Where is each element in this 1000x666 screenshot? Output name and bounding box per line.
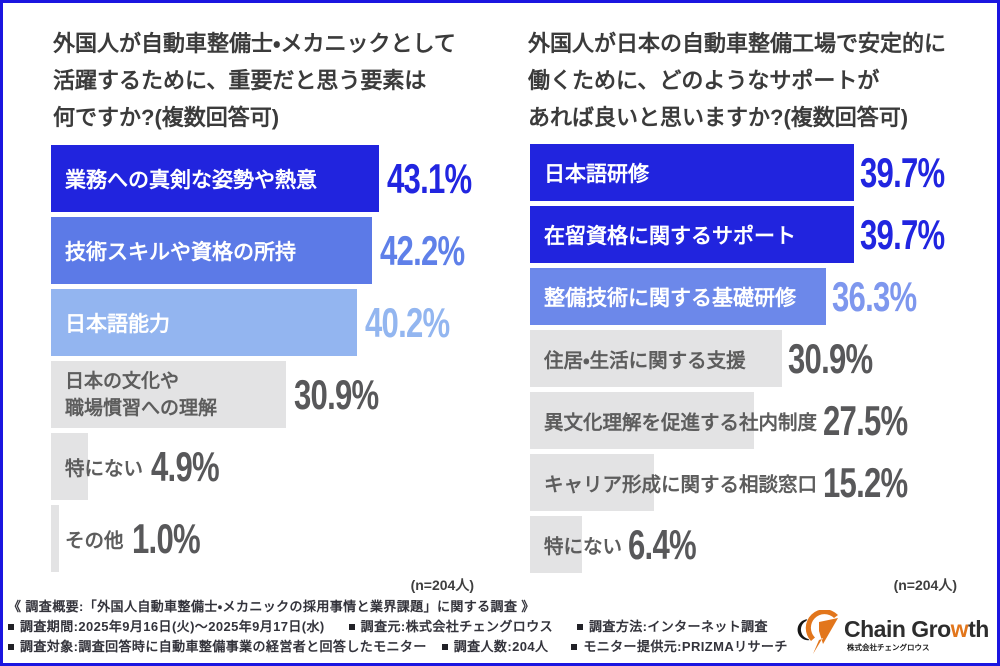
bar-label: キャリア形成に関する相談窓口 <box>544 474 818 496</box>
logo-text-accent: w <box>950 616 969 642</box>
bar-label: 整備技術に関する基礎研修 <box>544 286 796 310</box>
bullet-icon <box>8 644 14 650</box>
bar <box>51 505 59 572</box>
bullet-icon <box>441 644 448 650</box>
bar-row: 日本語能力 40.2% <box>51 289 511 356</box>
logo-text-before: Chain Gro <box>844 616 951 642</box>
logo-black-crescent <box>797 619 813 641</box>
survey-provider-text: モニター提供元:PRIZMAリサーチ <box>583 639 788 654</box>
logo-orange-crescent <box>805 610 840 642</box>
survey-target-text: 調査対象:調査回答時に自動車整備事業の経営者と回答したモニター <box>20 639 427 654</box>
bar-row: 技術スキルや資格の所持 42.2% <box>51 217 511 284</box>
survey-count-text: 調査人数:204人 <box>453 639 549 654</box>
chart-right-title: 外国人が日本の自動車整備工場で安定的に 働くために、どのようなサポートが あれば… <box>528 25 946 136</box>
bar-label: 業務への真剣な姿勢や熱意 <box>65 168 317 192</box>
bar-row: 日本の文化や 職場慣習への理解 30.9% <box>51 361 511 428</box>
bar <box>51 433 89 500</box>
bar-label: 日本の文化や 職場慣習への理解 <box>65 370 218 419</box>
company-logo: Chain Growth 株式会社チェングロウス <box>791 604 996 663</box>
survey-details-line2: 調査期間:2025年9月16日(火)〜2025年9月17日(水) 調査元:株式会… <box>8 619 768 635</box>
survey-overview-line: 《 調査概要:「外国人自動車整備士・メカニックの採用事情と業界課題」に関する調査… <box>8 599 535 615</box>
bar <box>530 330 783 387</box>
bar-label: 特にない <box>544 536 623 558</box>
bullet-icon <box>8 624 14 630</box>
bar <box>51 289 357 356</box>
survey-count: 調査人数:204人 <box>441 639 549 655</box>
bar-label: 技術スキルや資格の所持 <box>65 240 296 264</box>
logo-text-after: th <box>968 616 989 642</box>
survey-details-line3: 調査対象:調査回答時に自動車整備事業の経営者と回答したモニター 調査人数:204… <box>8 639 788 655</box>
bar-value: 1.0% <box>131 514 201 562</box>
survey-overview-text: 《 調査概要:「外国人自動車整備士・メカニックの採用事情と業界課題」に関する調査… <box>8 599 535 614</box>
bar-row: その他 1.0% <box>51 505 511 572</box>
chart-left-n-label: (n=204人) <box>410 577 474 593</box>
bar-row: 業務への真剣な姿勢や熱意 43.1% <box>51 145 511 212</box>
chart-right-n-label: (n=204人) <box>893 577 957 593</box>
bullet-icon <box>571 644 578 650</box>
logo-orange-arrow <box>818 616 840 646</box>
bar-value: 4.9% <box>151 442 220 490</box>
bar-value: 27.5% <box>823 396 908 444</box>
bar-value: 39.7% <box>859 210 945 258</box>
bar-value: 42.2% <box>379 226 465 274</box>
chain-growth-logo-icon <box>797 610 840 655</box>
survey-provider: モニター提供元:PRIZMAリサーチ <box>571 639 787 655</box>
bar <box>51 217 372 284</box>
bar-row: 整備技術に関する基礎研修 36.3% <box>530 268 990 325</box>
bar-value: 30.9% <box>788 334 873 382</box>
bar-value: 30.9% <box>293 370 379 418</box>
survey-period-text: 調査期間:2025年9月16日(火)〜2025年9月17日(水) <box>20 619 325 634</box>
chart-right-title-line1: 外国人が日本の自動車整備工場で安定的に <box>528 31 947 56</box>
bar <box>530 144 854 201</box>
bullet-icon <box>348 624 355 630</box>
survey-method-text: 調査方法:インターネット調査 <box>589 619 768 634</box>
bar-label: 在留資格に関するサポート <box>544 224 796 248</box>
bullet-icon <box>577 624 584 630</box>
bar-value: 40.2% <box>364 298 450 346</box>
survey-period: 調査期間:2025年9月16日(火)〜2025年9月17日(水) <box>8 619 325 635</box>
bar-label: 特にない <box>65 458 144 480</box>
chart-left-title: 外国人が自動車整備士・メカニックとして 活躍するために、重要だと思う要素は 何で… <box>53 25 456 136</box>
bar-row: 日本語研修 39.7% <box>530 144 990 201</box>
bar-row: 特にない 4.9% <box>51 433 511 500</box>
bar-label: 日本語研修 <box>544 162 649 186</box>
bar <box>530 268 827 325</box>
survey-source-text: 調査元:株式会社チェングロウス <box>360 619 554 634</box>
company-logo-text: Chain Growth <box>844 616 989 643</box>
chart-left-title-line2: 活躍するために、重要だと思う要素は <box>53 68 427 93</box>
bar <box>51 145 379 212</box>
survey-target: 調査対象:調査回答時に自動車整備事業の経営者と回答したモニター <box>8 639 427 655</box>
bar <box>530 454 655 511</box>
company-logo-subtitle: 株式会社チェングロウス <box>847 643 930 652</box>
bar <box>530 516 583 573</box>
chart-left-title-line1: 外国人が自動車整備士・メカニックとして <box>53 31 456 56</box>
bar-value: 39.7% <box>859 148 945 196</box>
chart-left-title-line3: 何ですか?(複数回答可) <box>53 105 280 130</box>
bar-label: 日本語能力 <box>65 312 170 336</box>
bar-value: 6.4% <box>628 520 697 568</box>
bar-row: 住居・生活に関する支援 30.9% <box>530 330 990 387</box>
bar-value: 43.1% <box>386 154 472 202</box>
survey-source: 調査元:株式会社チェングロウス <box>348 619 554 635</box>
chart-right-title-line3: あれば良いと思いますか?(複数回答可) <box>528 105 909 130</box>
bar-row: 異文化理解を促進する社内制度 27.5% <box>530 392 990 449</box>
bar-label: 住居・生活に関する支援 <box>544 350 746 372</box>
survey-method: 調査方法:インターネット調査 <box>577 619 768 635</box>
bar <box>530 206 854 263</box>
bar-row: 在留資格に関するサポート 39.7% <box>530 206 990 263</box>
bar-row: キャリア形成に関する相談窓口 15.2% <box>530 454 990 511</box>
bar-value: 15.2% <box>823 458 908 506</box>
bar-label: その他 <box>65 530 124 552</box>
chart-right-title-line2: 働くために、どのようなサポートが <box>528 68 880 93</box>
bar-value: 36.3% <box>832 272 917 320</box>
logo-orange-tail <box>812 638 824 655</box>
bar-row: 特にない 6.4% <box>530 516 990 573</box>
bar-label: 異文化理解を促進する社内制度 <box>544 412 818 434</box>
bar <box>530 392 755 449</box>
bar <box>51 361 286 428</box>
